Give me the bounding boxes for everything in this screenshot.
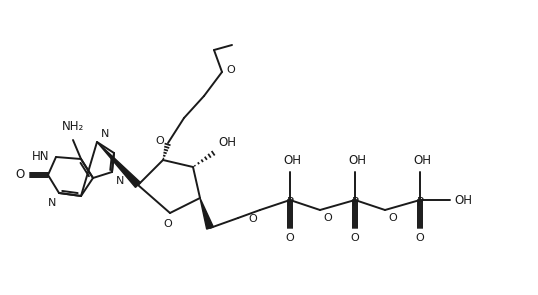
Text: N: N bbox=[116, 176, 124, 186]
Text: O: O bbox=[248, 214, 257, 224]
Text: OH: OH bbox=[348, 154, 366, 167]
Text: OH: OH bbox=[218, 136, 236, 149]
Text: N: N bbox=[48, 198, 56, 208]
Text: P: P bbox=[287, 196, 294, 209]
Text: O: O bbox=[351, 233, 359, 243]
Text: O: O bbox=[16, 168, 25, 181]
Text: O: O bbox=[226, 65, 235, 75]
Text: O: O bbox=[388, 213, 397, 223]
Text: NH₂: NH₂ bbox=[62, 120, 84, 133]
Text: OH: OH bbox=[454, 194, 472, 206]
Polygon shape bbox=[97, 142, 140, 187]
Text: O: O bbox=[164, 219, 172, 229]
Text: P: P bbox=[416, 196, 423, 209]
Text: P: P bbox=[351, 196, 358, 209]
Text: N: N bbox=[101, 129, 109, 139]
Text: O: O bbox=[286, 233, 294, 243]
Text: O: O bbox=[323, 213, 332, 223]
Text: OH: OH bbox=[283, 154, 301, 167]
Polygon shape bbox=[200, 198, 214, 229]
Text: HN: HN bbox=[32, 150, 49, 163]
Text: O: O bbox=[155, 136, 164, 146]
Text: O: O bbox=[416, 233, 424, 243]
Text: OH: OH bbox=[413, 154, 431, 167]
